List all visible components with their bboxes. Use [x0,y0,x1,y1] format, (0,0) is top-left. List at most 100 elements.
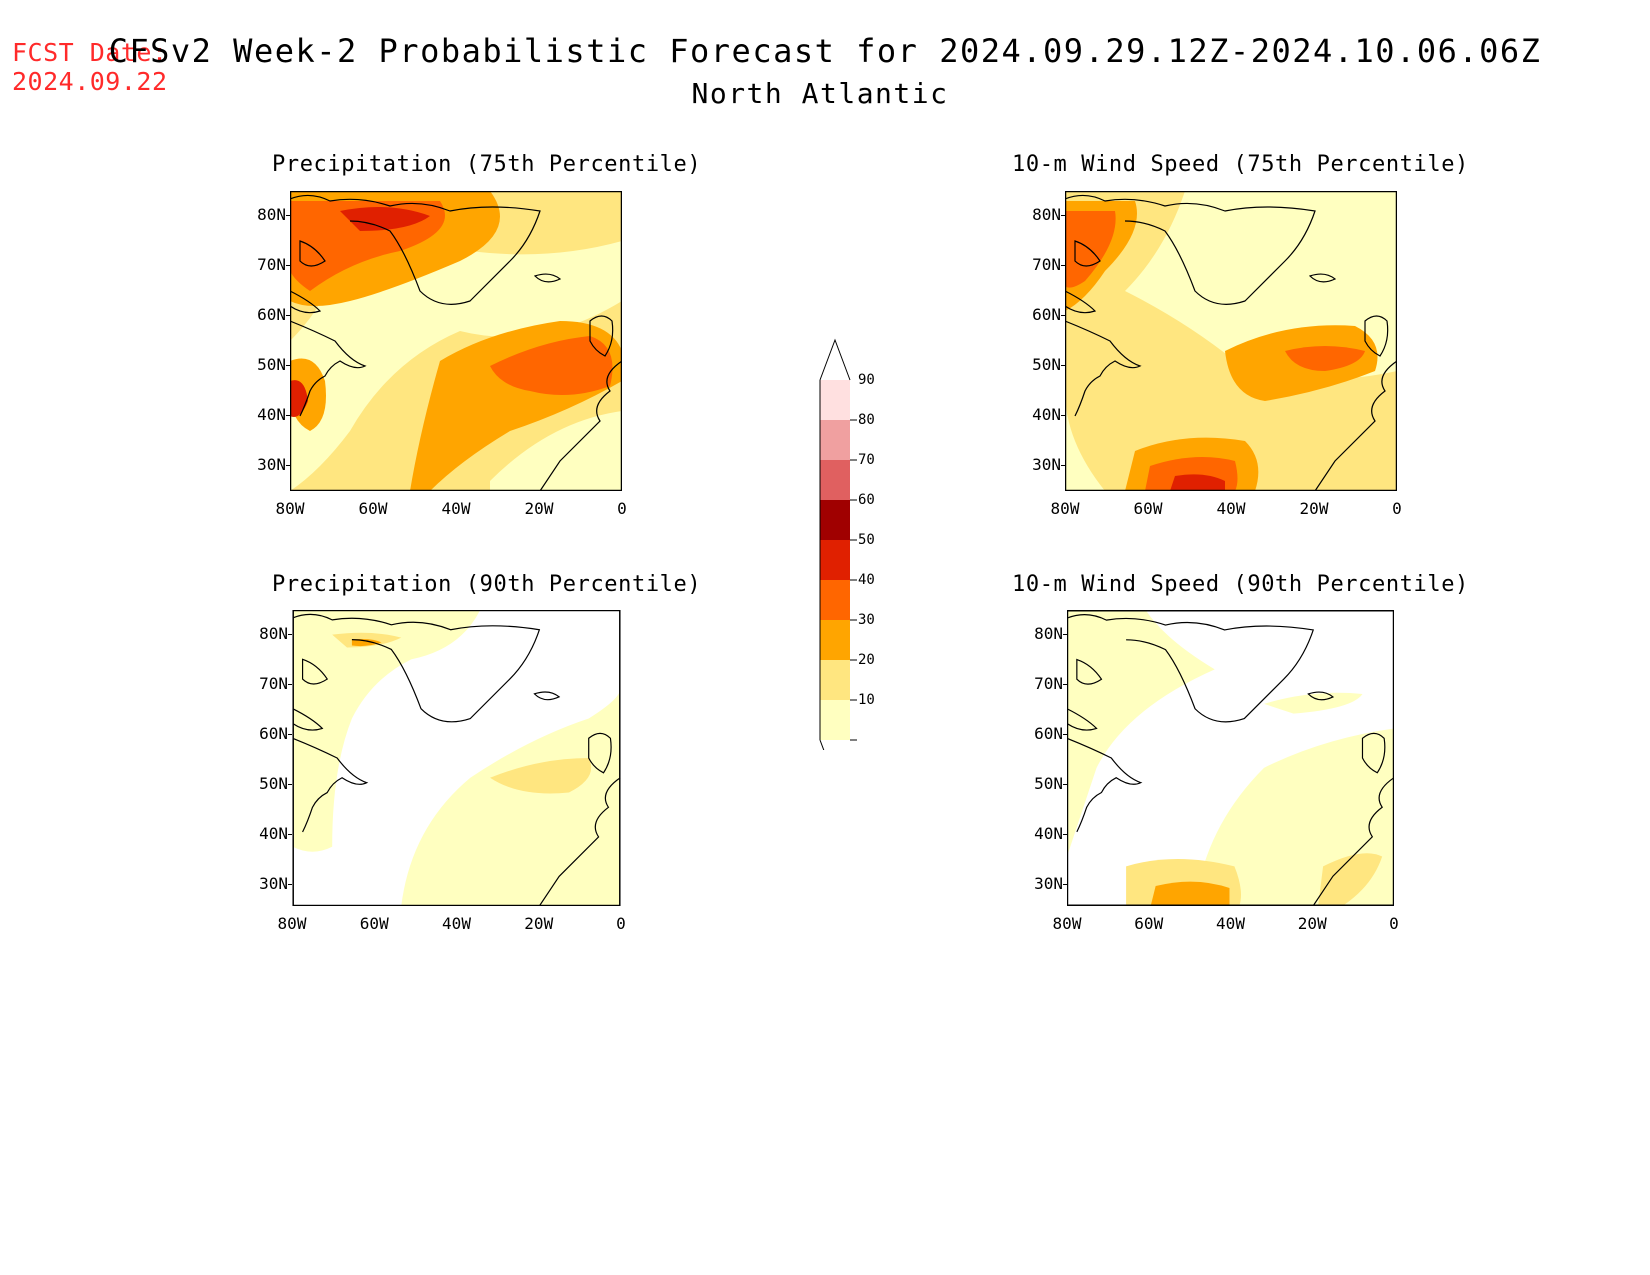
field-shade-1 [290,241,622,491]
lat-tick-label: 30N [1034,874,1063,893]
lon-tick-label: 40W [1216,499,1246,518]
lat-tick-mark [288,634,292,635]
field-shade-0 [1067,610,1215,857]
field-shade-5 [1285,346,1365,371]
lat-tick-label: 80N [259,624,288,643]
colorbar-segment [820,380,850,420]
lat-tick-label: 30N [259,874,288,893]
lat-tick-label: 60N [259,724,288,743]
coastline-1 [1308,273,1337,283]
colorbar-label: 50 [858,532,875,548]
lat-tick-label: 80N [1032,205,1061,224]
map-frame [292,610,621,906]
coastline-1 [533,273,562,283]
lon-tick-label: 80W [277,914,307,933]
coastline-0 [290,194,541,305]
lat-tick-label: 40N [1034,824,1063,843]
map-frame [1067,610,1394,906]
lat-tick-mark [286,415,290,416]
field-shade-1 [1065,191,1397,491]
lat-tick-mark [1063,784,1067,785]
colorbar-segment [820,420,850,460]
coastline-4 [588,732,612,774]
coastline-6 [301,658,329,685]
fcst-date-label: FCST Date: [12,38,168,67]
panel-title-wind90: 10-m Wind Speed (90th Percentile) [1012,572,1469,597]
lat-tick-mark [286,465,290,466]
lat-tick-label: 50N [1034,774,1063,793]
field-shade-8 [1170,474,1225,491]
lat-tick-mark [1063,884,1067,885]
coastline-5 [1314,360,1397,491]
colorbar-segment [820,580,850,620]
lon-tick-label: 0 [616,914,626,933]
coastline-2 [1067,737,1143,833]
lat-tick-label: 40N [257,405,286,424]
colorbar-label: 10 [858,692,875,708]
colorbar-label: 80 [858,412,875,428]
lon-tick-label: 20W [524,914,554,933]
lat-tick-mark [288,834,292,835]
lat-tick-mark [286,265,290,266]
lon-tick-label: 0 [1389,914,1399,933]
lat-tick-label: 70N [257,255,286,274]
coastline-3 [1065,290,1097,314]
lat-tick-label: 80N [1034,624,1063,643]
coastline-3 [290,290,322,314]
colorbar [819,338,857,750]
colorbar-label: 30 [858,612,875,628]
lon-tick-label: 40W [442,914,471,933]
lat-tick-mark [1061,365,1065,366]
map-wind75 [1065,191,1397,491]
panel-title-wind75: 10-m Wind Speed (75th Percentile) [1012,152,1469,177]
lat-tick-mark [1061,315,1065,316]
lat-tick-mark [288,784,292,785]
colorbar-segment [820,500,850,540]
coastline-5 [538,777,621,906]
panel-title-precip90: Precipitation (90th Percentile) [272,572,702,597]
lon-tick-label: 80W [1050,499,1080,518]
lon-tick-label: 40W [1216,914,1245,933]
field-shade-0 [292,610,481,852]
lon-tick-label: 80W [275,499,305,518]
field-shade-3 [351,639,382,647]
coastline-0 [1067,614,1315,723]
lat-tick-label: 60N [1032,305,1061,324]
lon-tick-label: 60W [358,499,388,518]
coastline-0 [1065,194,1316,305]
lat-tick-label: 70N [259,674,288,693]
lat-tick-mark [288,884,292,885]
coastline-1 [533,691,561,701]
colorbar-segment [820,540,850,580]
lon-tick-label: 0 [617,499,627,518]
lat-tick-label: 50N [259,774,288,793]
lat-tick-mark [1063,634,1067,635]
coastline-5 [1312,777,1394,906]
region-subtitle: North Atlantic [691,77,949,110]
lat-tick-label: 60N [1034,724,1063,743]
field-shade-7 [490,336,613,395]
field-shade-2 [1263,692,1363,714]
colorbar-label: 40 [858,572,875,588]
lat-tick-mark [286,365,290,366]
colorbar-label: 60 [858,492,875,508]
lon-tick-label: 20W [1299,499,1329,518]
coastline-2 [290,320,367,417]
lon-tick-label: 0 [1392,499,1402,518]
coastline-3 [1067,708,1098,731]
coastline-4 [1361,732,1386,774]
coastline-2 [292,737,369,833]
lat-tick-label: 50N [257,355,286,374]
lon-tick-label: 40W [441,499,471,518]
lat-tick-mark [286,215,290,216]
field-shade-2 [490,411,622,491]
lat-tick-mark [1063,734,1067,735]
map-precip90 [292,610,621,906]
coastline-6 [1076,658,1103,685]
lat-tick-label: 30N [1032,455,1061,474]
colorbar-top-cap [819,338,851,381]
lat-tick-mark [288,734,292,735]
lat-tick-label: 70N [1032,255,1061,274]
field-shade-5 [1318,853,1383,906]
fcst-date-value: 2024.09.22 [12,67,168,96]
